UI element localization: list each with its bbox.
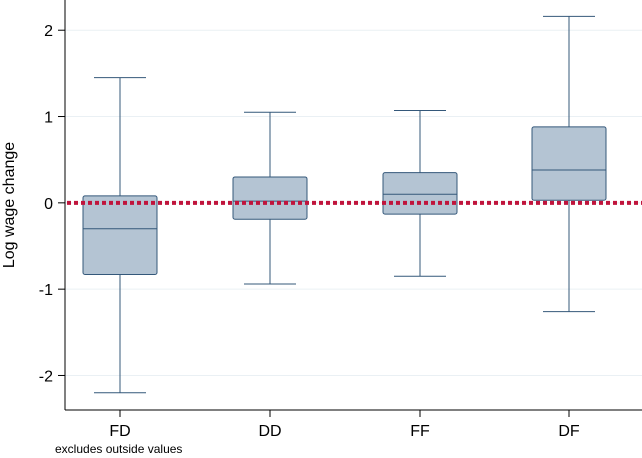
y-tick-label: -2 — [39, 368, 53, 385]
y-tick-label: -1 — [39, 282, 53, 299]
box-fd — [82, 77, 158, 394]
box-df — [531, 15, 607, 313]
x-tick-label: FF — [410, 423, 430, 440]
iqr-box — [531, 126, 607, 201]
iqr-box — [382, 172, 458, 215]
boxes — [82, 15, 607, 394]
y-tick-label: 1 — [44, 110, 53, 127]
box-dd — [232, 111, 308, 285]
axes — [58, 0, 642, 417]
note-text: excludes outside values — [55, 442, 182, 456]
labels: Log wage change excludes outside values … — [1, 23, 580, 456]
x-tick-label: DF — [558, 423, 580, 440]
iqr-box — [232, 176, 308, 220]
x-tick-label: DD — [258, 423, 281, 440]
y-axis-label: Log wage change — [1, 142, 18, 268]
y-tick-label: 0 — [44, 196, 53, 213]
x-tick-label: FD — [109, 423, 130, 440]
iqr-box — [82, 195, 158, 275]
y-tick-label: 2 — [44, 23, 53, 40]
box-ff — [382, 109, 458, 277]
